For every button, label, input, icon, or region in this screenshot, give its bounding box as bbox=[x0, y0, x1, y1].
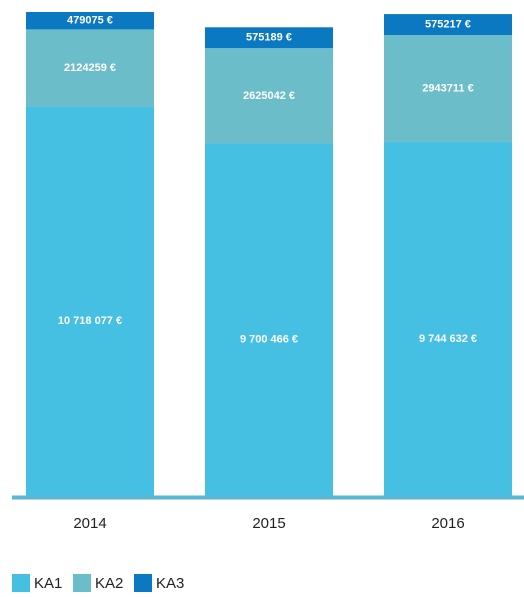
legend-swatch bbox=[134, 574, 152, 592]
value-label: 2625042 € bbox=[243, 90, 295, 102]
bar-segment bbox=[384, 35, 512, 142]
bar-segment bbox=[384, 141, 512, 496]
x-tick-label: 2014 bbox=[73, 515, 106, 532]
legend-label: KA3 bbox=[156, 575, 184, 592]
value-label: 9 700 466 € bbox=[240, 334, 298, 346]
value-label: 575217 € bbox=[425, 18, 471, 30]
value-label: 9 744 632 € bbox=[419, 333, 477, 345]
bar-segment bbox=[205, 143, 333, 497]
legend-swatch bbox=[73, 574, 91, 592]
legend-swatch bbox=[12, 574, 30, 592]
value-label: 10 718 077 € bbox=[58, 315, 122, 327]
bar-segment bbox=[26, 106, 154, 496]
value-label: 575189 € bbox=[246, 32, 292, 44]
legend-label: KA2 bbox=[95, 575, 123, 592]
value-label: 2124259 € bbox=[64, 62, 116, 74]
bar-segment bbox=[26, 29, 154, 107]
legend-label: KA1 bbox=[34, 575, 62, 592]
value-label: 2943711 € bbox=[422, 82, 473, 94]
x-tick-label: 2016 bbox=[431, 515, 464, 532]
bar-segment bbox=[205, 27, 333, 49]
x-tick-label: 2015 bbox=[252, 515, 285, 532]
bar-segment bbox=[384, 14, 512, 36]
bar-segment bbox=[26, 12, 154, 30]
value-label: 479075 € bbox=[67, 15, 113, 27]
bar-segment bbox=[205, 48, 333, 144]
